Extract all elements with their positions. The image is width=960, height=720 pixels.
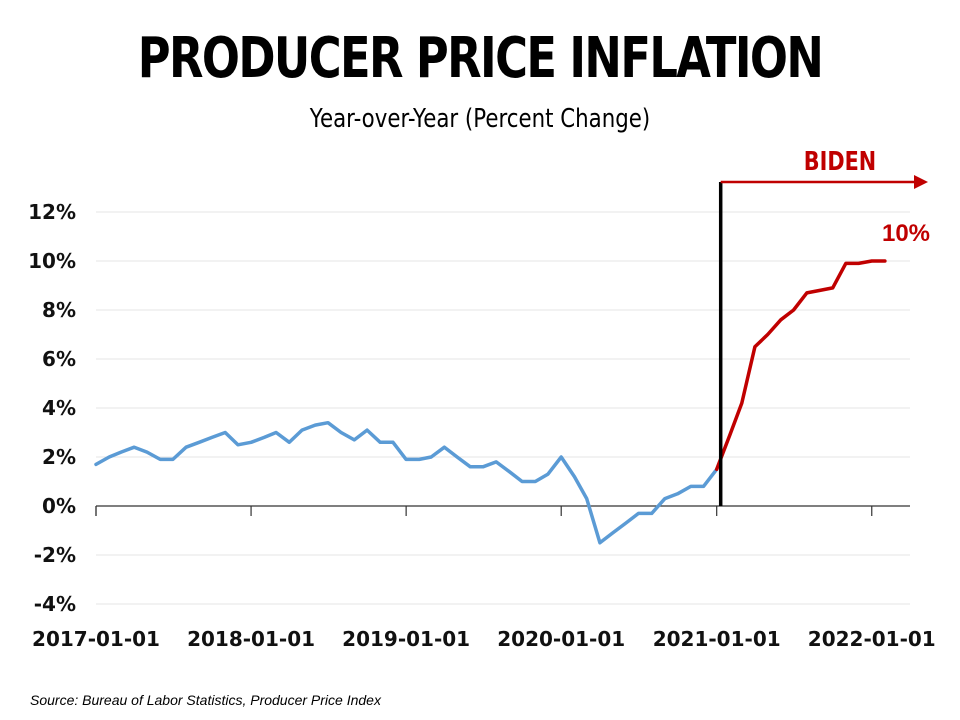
biden-arrow-head [914,175,928,189]
biden-label: BIDEN [804,146,876,177]
x-tick-label: 2018-01-01 [187,627,315,651]
annotation-layer: BIDEN 10% [718,146,930,506]
chart-title: PRODUCER PRICE INFLATION [137,26,824,91]
x-tick-label: 2022-01-01 [808,627,936,651]
series-layer [94,259,887,545]
x-tick-label: 2020-01-01 [497,627,625,651]
x-tick-label: 2019-01-01 [342,627,470,651]
y-tick-label: 10% [28,249,76,273]
y-axis-ticks: 12% 10% 8% 6% 4% 2% 0% -2% -4% [28,200,76,616]
series-line-pre [94,420,719,545]
chart-subtitle: Year-over-Year (Percent Change) [309,104,651,134]
y-tick-label: 8% [42,298,76,322]
grid-lines [96,211,910,605]
y-tick-label: 4% [42,396,76,420]
ten-percent-label: 10% [882,220,930,247]
series-line-post [714,259,887,472]
y-tick-label: 2% [42,445,76,469]
x-tick-label: 2021-01-01 [653,627,781,651]
y-tick-label: -4% [34,592,76,616]
x-tick-label: 2017-01-01 [32,627,160,651]
y-tick-label: 0% [42,494,76,518]
y-tick-label: 6% [42,347,76,371]
y-tick-label: -2% [34,543,76,567]
source-note: Source: Bureau of Labor Statistics, Prod… [30,692,381,708]
y-tick-label: 12% [28,200,76,224]
x-axis: 2017-01-01 2018-01-01 2019-01-01 2020-01-01… [32,505,936,651]
